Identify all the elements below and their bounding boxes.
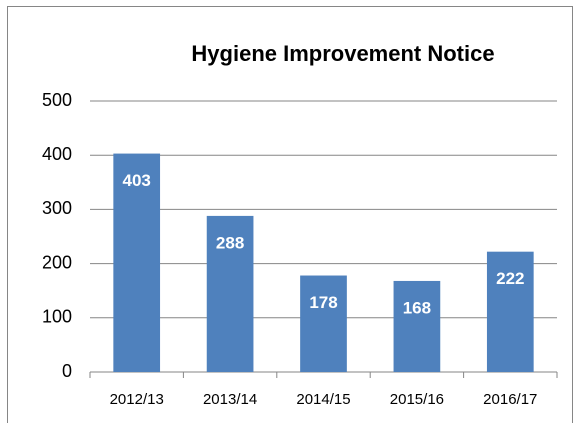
chart-frame bbox=[7, 6, 573, 423]
bar bbox=[486, 251, 534, 372]
chart-title: Hygiene Improvement Notice bbox=[191, 41, 494, 66]
y-tick-label: 100 bbox=[42, 307, 72, 327]
bar bbox=[300, 275, 347, 372]
x-tick-label: 2014/15 bbox=[296, 391, 350, 408]
y-tick-label: 400 bbox=[42, 144, 72, 164]
data-label: 222 bbox=[496, 269, 524, 288]
y-tick-label: 200 bbox=[42, 252, 72, 272]
bar bbox=[206, 215, 254, 372]
y-tick-label: 500 bbox=[42, 90, 72, 110]
x-tick-label: 2016/17 bbox=[483, 391, 537, 408]
data-label: 168 bbox=[403, 298, 431, 317]
x-tick-label: 2015/16 bbox=[390, 391, 444, 408]
data-label: 288 bbox=[216, 233, 244, 252]
bar bbox=[393, 280, 441, 372]
data-label: 178 bbox=[309, 293, 337, 312]
y-tick-label: 300 bbox=[42, 198, 72, 218]
x-tick-label: 2012/13 bbox=[110, 391, 164, 408]
y-tick-label: 0 bbox=[62, 361, 72, 381]
bar bbox=[113, 153, 161, 372]
data-label: 403 bbox=[123, 171, 151, 190]
x-tick-label: 2013/14 bbox=[203, 391, 257, 408]
